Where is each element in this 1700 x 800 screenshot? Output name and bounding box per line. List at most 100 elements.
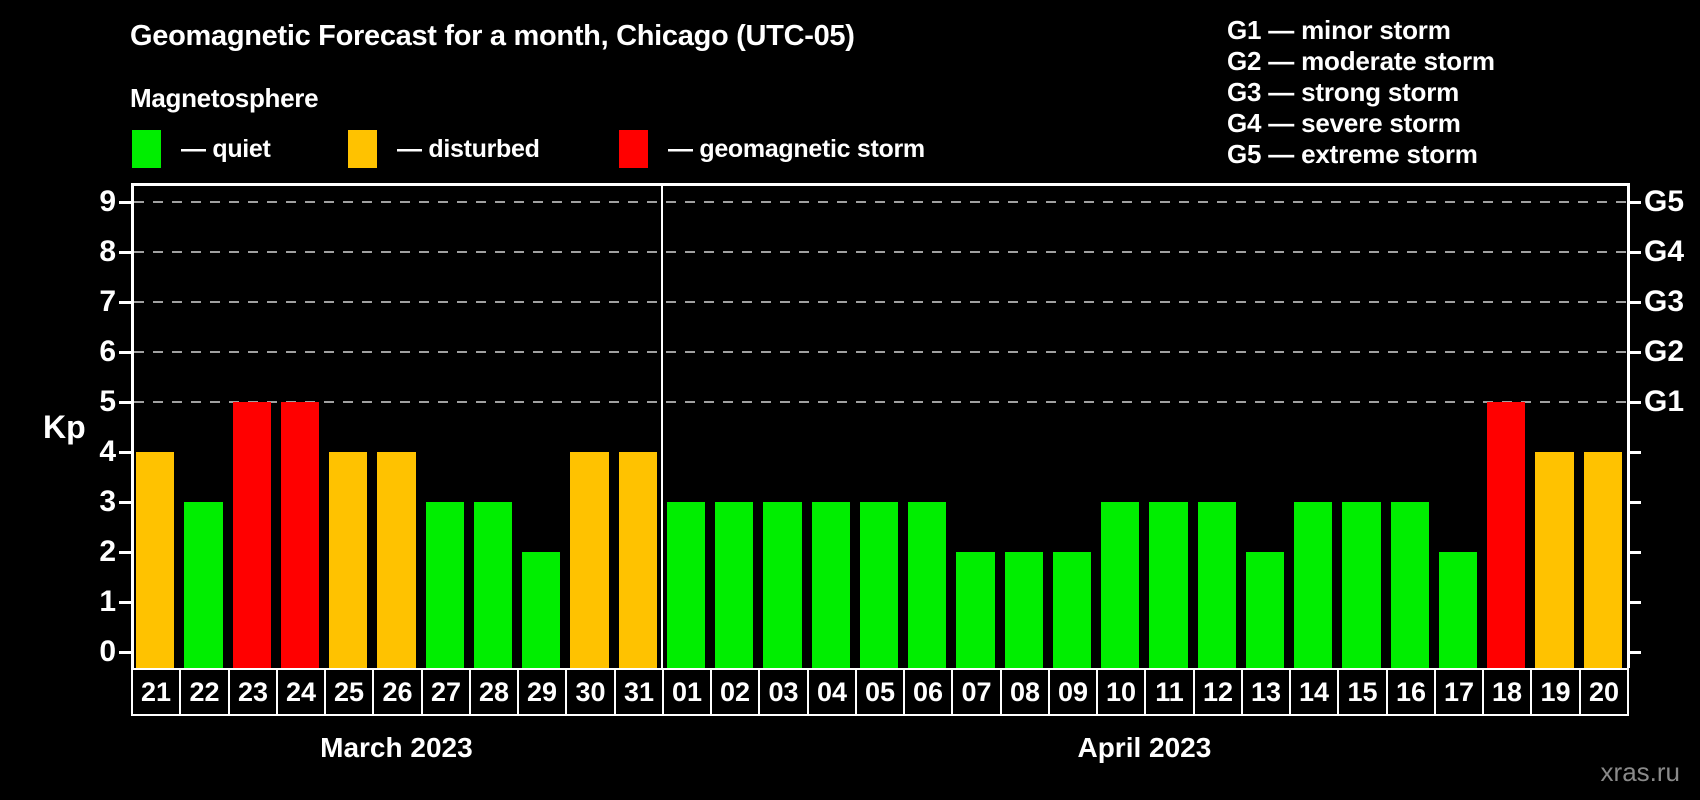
date-label: 11 [1144, 668, 1195, 716]
kp-bar-day-13 [1245, 552, 1285, 668]
chart-subtitle: Magnetosphere [130, 83, 319, 113]
g-scale-legend-line: G4 — severe storm [1227, 108, 1461, 138]
date-label: 18 [1482, 668, 1532, 716]
g-axis-label: G1 [1644, 385, 1685, 418]
month-label: March 2023 [320, 732, 473, 763]
g-scale-legend-line: G5 — extreme storm [1227, 139, 1478, 169]
date-label: 26 [372, 668, 423, 716]
kp-bar-day-31 [618, 452, 657, 668]
y-axis-right [1627, 183, 1630, 668]
storm-legend-label: — geomagnetic storm [668, 135, 925, 163]
y-axis-title: Kp [43, 409, 86, 445]
date-label: 01 [662, 668, 712, 716]
gridline-kp7 [134, 301, 1627, 303]
date-label: 09 [1048, 668, 1098, 716]
date-label: 07 [951, 668, 1002, 716]
date-label: 22 [179, 668, 230, 716]
kp-bar-day-30 [570, 452, 609, 668]
page-title: Geomagnetic Forecast for a month, Chicag… [130, 20, 855, 52]
kp-bar-day-17 [1438, 552, 1478, 668]
y-tick-label: 1 [99, 585, 116, 618]
date-label: 24 [276, 668, 326, 716]
date-label: 05 [855, 668, 905, 716]
y-tick-label: 2 [99, 535, 116, 568]
right-tick-mark [1630, 551, 1641, 554]
kp-bar-day-18 [1487, 402, 1526, 668]
date-label: 16 [1386, 668, 1436, 716]
y-tick-label: 0 [99, 635, 116, 668]
kp-bar-day-14 [1294, 502, 1333, 668]
date-label: 02 [710, 668, 760, 716]
kp-bar-day-19 [1535, 452, 1574, 668]
date-label: 21 [131, 668, 181, 716]
y-tick-label: 8 [99, 235, 116, 268]
right-tick-mark [1630, 451, 1641, 454]
date-label: 15 [1337, 668, 1388, 716]
date-label: 20 [1579, 668, 1629, 716]
gridline-kp9 [134, 201, 1627, 203]
y-tick-mark [119, 651, 131, 654]
kp-bar-day-12 [1197, 502, 1236, 668]
right-tick-mark [1630, 351, 1641, 354]
date-label: 19 [1530, 668, 1581, 716]
g-axis-label: G2 [1644, 335, 1685, 368]
kp-bar-day-06 [908, 502, 947, 668]
kp-bar-day-21 [136, 452, 175, 668]
y-tick-mark [119, 351, 131, 354]
kp-bar-day-04 [811, 502, 850, 668]
disturbed-legend-swatch [348, 130, 377, 168]
date-label: 31 [614, 668, 664, 716]
kp-bar-day-16 [1390, 502, 1429, 668]
gridline-kp5 [134, 401, 1627, 403]
month-divider-line [660, 183, 663, 668]
y-tick-label: 4 [99, 435, 116, 468]
date-label: 25 [324, 668, 374, 716]
y-tick-label: 7 [99, 285, 116, 318]
quiet-legend-swatch [132, 130, 161, 168]
g-scale-legend-line: G2 — moderate storm [1227, 46, 1495, 76]
kp-bar-day-25 [329, 452, 368, 668]
disturbed-legend-label: — disturbed [397, 135, 540, 163]
kp-bar-day-03 [763, 502, 802, 668]
right-tick-mark [1630, 401, 1641, 404]
y-tick-mark [119, 551, 131, 554]
y-tick-mark [119, 601, 131, 604]
kp-bar-day-15 [1342, 502, 1381, 668]
y-tick-mark [119, 301, 131, 304]
storm-legend-swatch [619, 130, 648, 168]
y-tick-mark [119, 201, 131, 204]
right-tick-mark [1630, 501, 1641, 504]
kp-bar-day-01 [666, 502, 706, 668]
y-tick-label: 6 [99, 335, 116, 368]
kp-bar-day-24 [280, 402, 320, 668]
y-tick-label: 5 [99, 385, 116, 418]
y-tick-mark [119, 251, 131, 254]
kp-bar-day-11 [1149, 502, 1188, 668]
y-tick-label: 3 [99, 485, 116, 518]
date-label: 12 [1193, 668, 1243, 716]
y-tick-label: 9 [99, 185, 116, 218]
g-scale-legend-line: G3 — strong storm [1227, 77, 1460, 107]
g-axis-label: G5 [1644, 185, 1685, 218]
right-tick-mark [1630, 651, 1641, 654]
date-label: 08 [1000, 668, 1050, 716]
plot-top-border [131, 183, 1630, 186]
kp-bar-day-28 [473, 502, 513, 668]
gridline-kp8 [134, 251, 1627, 253]
kp-bar-day-05 [859, 502, 899, 668]
right-tick-mark [1630, 601, 1641, 604]
date-label: 23 [228, 668, 278, 716]
date-label: 03 [758, 668, 809, 716]
y-tick-mark [119, 401, 131, 404]
kp-bar-day-26 [377, 452, 416, 668]
kp-bar-day-22 [184, 502, 223, 668]
y-tick-mark [119, 501, 131, 504]
g-axis-label: G3 [1644, 285, 1685, 318]
date-label: 06 [903, 668, 953, 716]
date-label: 29 [517, 668, 567, 716]
kp-bar-day-20 [1583, 452, 1622, 668]
kp-bar-day-23 [232, 402, 271, 668]
date-label: 14 [1289, 668, 1339, 716]
date-label: 04 [807, 668, 857, 716]
